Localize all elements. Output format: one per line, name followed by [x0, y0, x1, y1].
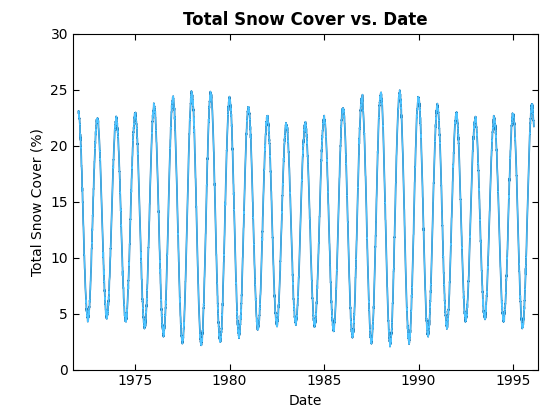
- Y-axis label: Total Snow Cover (%): Total Snow Cover (%): [31, 128, 45, 276]
- X-axis label: Date: Date: [288, 394, 322, 408]
- Title: Total Snow Cover vs. Date: Total Snow Cover vs. Date: [183, 11, 427, 29]
